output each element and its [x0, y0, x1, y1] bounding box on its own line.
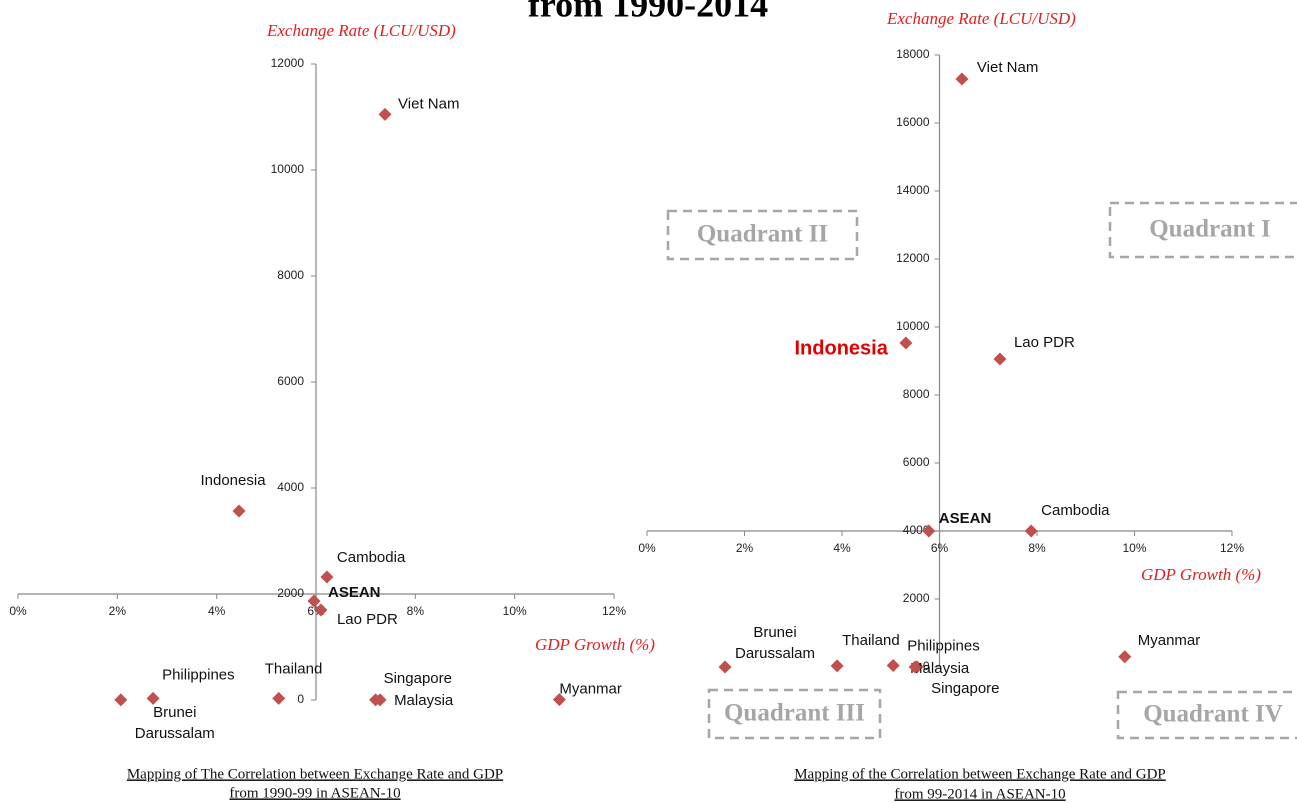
y-tick-label: 12000	[896, 251, 930, 265]
quadrant-label: Quadrant I	[1149, 216, 1271, 243]
y-tick-label: 2000	[903, 591, 930, 605]
point	[307, 594, 321, 608]
x-axis-title: GDP Growth (%)	[535, 635, 655, 654]
caption: Mapping of the Correlation between Excha…	[794, 766, 1166, 782]
y-axis-title: Exchange Rate (LCU/USD)	[266, 21, 456, 40]
y-tick-label: 18000	[896, 47, 930, 61]
point	[272, 691, 286, 705]
y-tick-label: 14000	[896, 183, 930, 197]
y-tick-label: 10000	[896, 319, 930, 333]
y-tick-label: 0	[297, 692, 304, 706]
x-tick-label: 10%	[1122, 541, 1146, 555]
x-tick-label: 12%	[602, 604, 626, 618]
point	[886, 658, 900, 672]
x-tick-label: 4%	[208, 604, 226, 618]
x-tick-label: 12%	[1220, 541, 1244, 555]
point	[373, 693, 387, 707]
point	[718, 660, 732, 674]
point-label: Malaysia	[910, 660, 970, 677]
y-tick-label: 10000	[271, 162, 305, 176]
caption: from 99-2014 in ASEAN-10	[894, 786, 1065, 802]
point-label: Singapore	[384, 670, 452, 687]
y-tick-label: 4000	[903, 523, 930, 537]
point-label: ASEAN	[328, 584, 381, 601]
x-tick-label: 2%	[109, 604, 127, 618]
point-label: Myanmar	[559, 681, 622, 698]
point-label-text: Brunei Darussalam	[134, 703, 215, 742]
point-label: Indonesia	[200, 472, 266, 489]
quadrant-label: Quadrant II	[697, 221, 828, 248]
x-tick-label: 2%	[736, 541, 754, 555]
point-label: Thailand	[265, 660, 323, 677]
x-tick-label: 10%	[503, 604, 527, 618]
point-label: ASEAN	[939, 510, 992, 527]
quadrant-box	[1116, 690, 1297, 740]
point-label: Cambodia	[337, 549, 406, 566]
point	[1118, 650, 1132, 664]
point	[314, 603, 328, 617]
point-label: Lao PDR	[1014, 334, 1075, 351]
x-tick-label: 8%	[407, 604, 425, 618]
point-label: Viet Nam	[398, 95, 459, 112]
y-tick-label: 0	[923, 659, 930, 673]
point-label: Malaysia	[394, 692, 454, 709]
y-tick-label: 2000	[277, 586, 304, 600]
point-label: Myanmar	[1138, 632, 1201, 649]
point-label: Lao PDR	[337, 611, 398, 628]
quadrant-box	[707, 688, 882, 740]
y-tick-label: 6000	[903, 455, 930, 469]
y-tick-label: 16000	[896, 115, 930, 129]
point	[1024, 524, 1038, 538]
point	[830, 659, 844, 673]
point-label: Philippines	[162, 666, 235, 683]
caption: Mapping of The Correlation between Excha…	[127, 766, 503, 782]
point-label: Thailand	[842, 632, 900, 649]
point	[146, 691, 160, 705]
point-label: Brunei Darussalam	[134, 703, 215, 742]
x-tick-label: 8%	[1028, 541, 1046, 555]
point	[908, 660, 922, 674]
x-axis-title: GDP Growth (%)	[1141, 565, 1261, 584]
point	[378, 107, 392, 121]
quadrant-box	[666, 209, 859, 261]
point	[993, 352, 1007, 366]
y-tick-label: 6000	[277, 374, 304, 388]
caption: from 1990-99 in ASEAN-10	[229, 785, 400, 801]
point-label: Brunei Darussalam	[734, 623, 816, 662]
y-tick-label: 4000	[277, 480, 304, 494]
point	[899, 336, 913, 350]
point	[114, 693, 128, 707]
main-title: from 1990-2014	[528, 0, 768, 24]
quadrant-label: Quadrant III	[724, 700, 865, 727]
point	[922, 524, 936, 538]
point-label: Indonesia	[795, 337, 889, 359]
point	[552, 693, 566, 707]
x-tick-label: 0%	[638, 541, 656, 555]
point	[320, 570, 334, 584]
y-axis-title: Exchange Rate (LCU/USD)	[886, 9, 1076, 28]
point-label: Singapore	[931, 680, 999, 697]
point-label-text: Brunei Darussalam	[734, 623, 816, 662]
point-label: Cambodia	[1041, 502, 1110, 519]
point	[232, 504, 246, 518]
y-tick-label: 12000	[271, 56, 305, 70]
x-tick-label: 4%	[833, 541, 851, 555]
x-tick-label: 0%	[9, 604, 27, 618]
point-label: Philippines	[907, 637, 980, 654]
y-tick-label: 8000	[903, 387, 930, 401]
point	[955, 72, 969, 86]
x-tick-label: 6%	[931, 541, 949, 555]
quadrant-box	[1108, 201, 1297, 259]
quadrant-label: Quadrant IV	[1143, 701, 1283, 728]
point-label: Viet Nam	[977, 59, 1038, 76]
y-tick-label: 8000	[277, 268, 304, 282]
